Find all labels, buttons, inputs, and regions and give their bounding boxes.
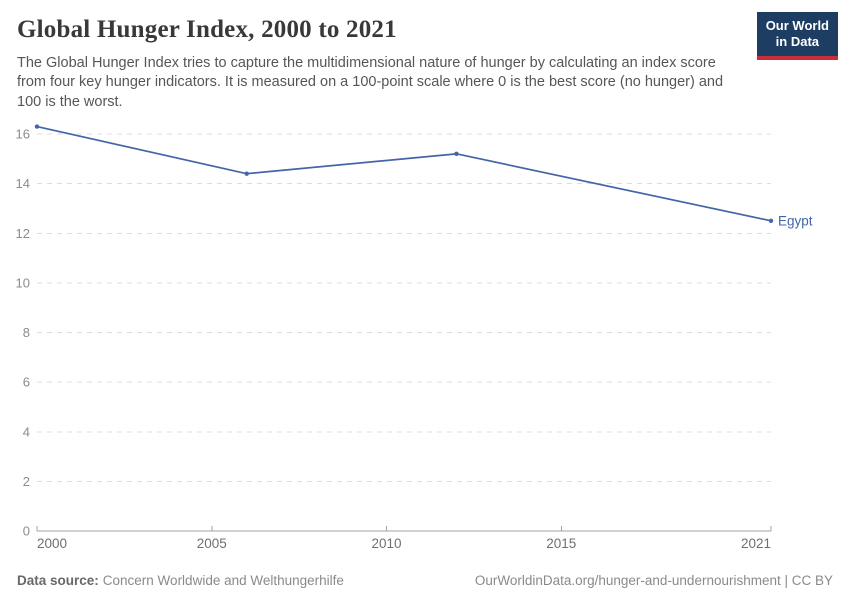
y-tick-label: 4 [23, 424, 30, 439]
chart-footer: Data source: Concern Worldwide and Welthu… [17, 573, 833, 588]
y-tick-label: 16 [16, 127, 30, 142]
line-chart-canvas: 0 2 4 6 8 10 12 14 16 2000 2005 2010 2015 2021 Egypt [16, 124, 813, 551]
x-tick-label: 2000 [37, 536, 67, 551]
owid-logo-line2: in Data [775, 34, 820, 50]
x-tick-label: 2015 [546, 536, 576, 551]
series-line-egypt[interactable] [36, 125, 772, 222]
data-source-label: Data source: [17, 573, 99, 588]
entity-label-egypt[interactable]: Egypt [778, 213, 813, 228]
chart-title: Global Hunger Index, 2000 to 2021 [17, 16, 397, 43]
y-tick-label: 14 [16, 176, 30, 191]
data-point-egypt-2012[interactable] [454, 151, 459, 157]
owid-logo[interactable]: Our World in Data [756, 12, 838, 60]
y-tick-label: 6 [23, 375, 30, 390]
owid-citation-link[interactable]: OurWorldinData.org/hunger-and-undernouri… [474, 573, 833, 588]
chart-subtitle: The Global Hunger Index tries to capture… [17, 54, 724, 110]
data-point-egypt-2000[interactable] [34, 124, 40, 129]
y-tick-label: 8 [23, 325, 30, 340]
y-tick-label: 0 [23, 524, 30, 539]
data-point-egypt-2021[interactable] [768, 218, 774, 224]
x-tick-label: 2021 [741, 536, 771, 551]
x-tick-label: 2005 [197, 536, 227, 551]
y-tick-label: 10 [16, 275, 30, 290]
y-tick-label: 12 [16, 226, 30, 241]
data-source: Data source: Concern Worldwide and Welthu… [17, 573, 344, 588]
data-point-egypt-2006[interactable] [244, 171, 249, 176]
y-tick-label: 2 [23, 474, 30, 489]
owid-logo-line1: Our World [765, 18, 829, 33]
data-source-value: Concern Worldwide and Welthungerhilfe [102, 573, 344, 588]
x-tick-label: 2010 [372, 536, 402, 551]
chart-header: Global Hunger Index, 2000 to 2021 The Gl… [17, 16, 750, 112]
